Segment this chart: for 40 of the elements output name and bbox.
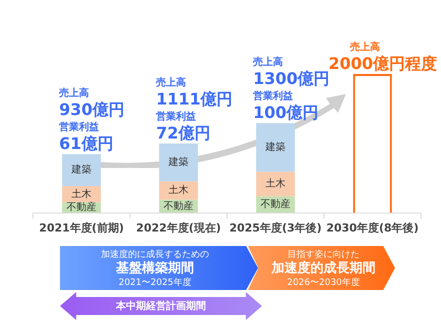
annotation: 営業利益: [59, 121, 100, 134]
annotation: 営業利益: [253, 90, 294, 102]
x-tick-label: 2022年度(現在): [136, 221, 221, 234]
text: 売上高: [350, 41, 380, 53]
text: 不動産: [164, 200, 194, 212]
annotation: 売上高: [59, 87, 90, 100]
text: 2000億円程度: [328, 54, 437, 73]
text: 建築: [168, 157, 188, 168]
series-label: 土木: [72, 188, 92, 200]
text: 土木: [266, 178, 286, 190]
text: 基盤構築期間: [115, 260, 195, 277]
text: 目指す姿に向けた: [286, 248, 360, 260]
annotation: 100億円: [253, 103, 319, 122]
bar: [256, 172, 295, 196]
annotation: 営業利益: [156, 110, 196, 123]
text: 売上高: [253, 56, 284, 68]
text: 本中期経営計画期間: [114, 300, 207, 313]
text: 土木: [168, 185, 188, 196]
text: 2026〜2030年度: [286, 276, 361, 289]
annotation: 930億円: [59, 100, 125, 120]
bar: [62, 154, 101, 186]
annotation: 1111億円: [156, 90, 233, 109]
bar: [256, 123, 295, 172]
x-tick-label: 2030年度(8年後): [326, 221, 419, 234]
annotation: 1300億円: [253, 69, 330, 88]
text: 不動産: [260, 199, 290, 210]
annotation: 72億円: [156, 124, 210, 143]
series-label: 建築: [264, 141, 286, 154]
text: 建築: [72, 164, 92, 176]
bar: [159, 144, 198, 182]
text: 2021〜2025年度: [118, 276, 192, 289]
series-label: 不動産: [66, 201, 96, 214]
x-tick-label: 2021年度(前期): [39, 221, 124, 234]
annotation: 61億円: [59, 134, 114, 154]
x-tick-label: 2025年度(3年後): [229, 221, 322, 234]
bar: [62, 186, 101, 202]
text: 加速度的に成長するための: [100, 248, 210, 261]
annotation: 売上高: [156, 76, 186, 89]
bar: [159, 181, 198, 200]
text: 加速度的成長期間: [270, 260, 376, 277]
